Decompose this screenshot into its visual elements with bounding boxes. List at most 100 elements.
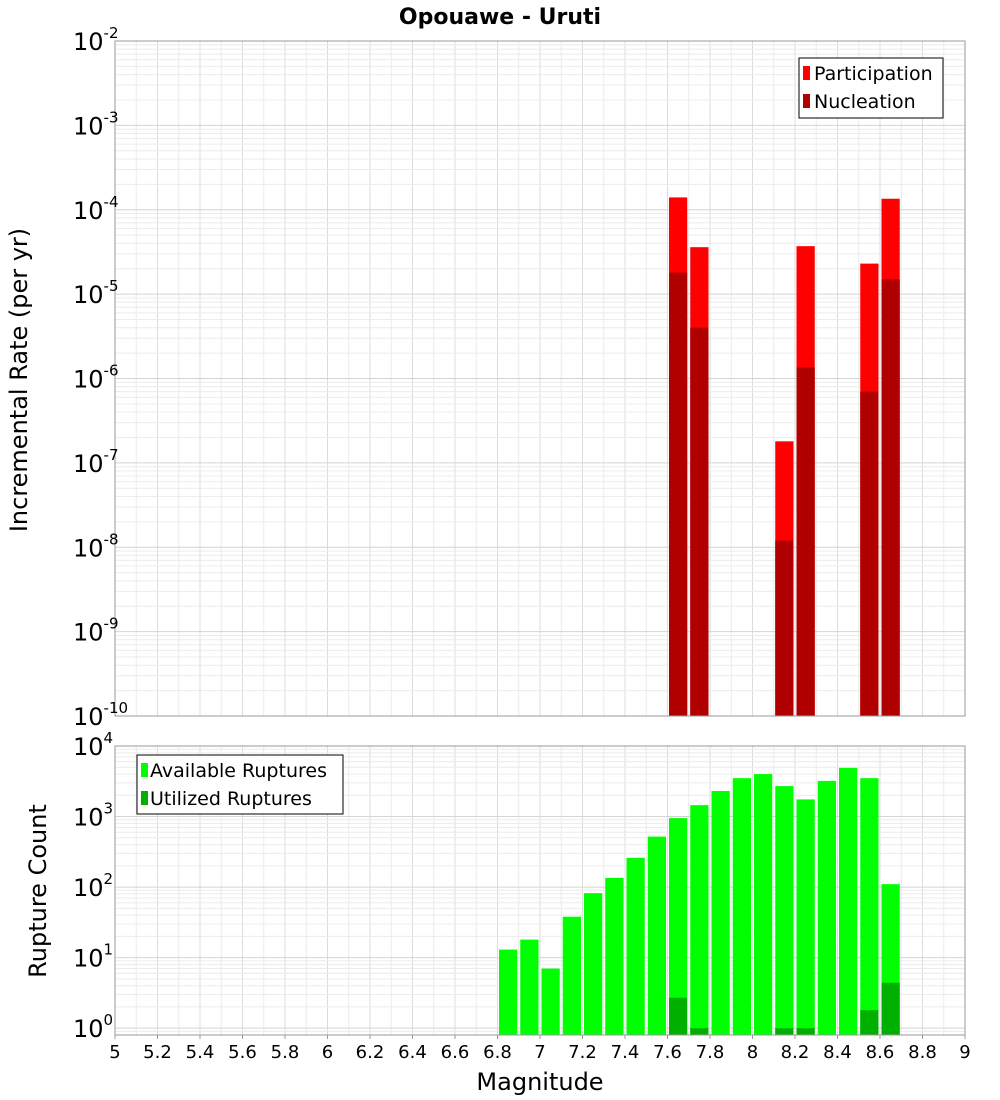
utilized-ruptures-bar: [860, 1010, 879, 1035]
y-tick-label: 102: [73, 870, 113, 902]
x-tick-label: 5.4: [186, 1042, 215, 1063]
y-tick-exponent: 1: [104, 941, 114, 959]
nucleation-bar: [775, 540, 794, 716]
available-ruptures-bar: [584, 893, 603, 1035]
magnitude-x-ticks: 5 5.2 5.4 5.6 5.8 6 6.2 6.4 6.6 6.8 7 7.2 7.4 7.6 7.8 8…: [109, 1035, 971, 1063]
y-tick-label: 10-3: [73, 108, 119, 140]
y-tick-base: 10: [73, 804, 104, 832]
available-ruptures-bar: [754, 774, 773, 1035]
y-tick-exponent: -7: [104, 446, 119, 464]
nucleation-legend-label: Nucleation: [814, 91, 916, 113]
y-tick-label: 10-4: [73, 193, 119, 225]
y-tick-label: 10-5: [73, 277, 119, 309]
x-tick-label: 6.6: [441, 1042, 470, 1063]
available-ruptures-bar: [860, 778, 879, 1035]
rate-plot-frame: [114, 40, 966, 717]
y-tick-label: 103: [73, 800, 113, 832]
nucleation-bar: [881, 279, 900, 716]
y-tick-base: 10: [73, 703, 104, 731]
nucleation-bar: [796, 367, 815, 716]
available-ruptures-bar: [647, 836, 666, 1035]
x-tick-label: 6.2: [356, 1042, 385, 1063]
y-tick-exponent: -5: [104, 277, 119, 295]
available-ruptures-bar: [499, 949, 518, 1035]
y-tick-base: 10: [73, 534, 104, 562]
x-tick-label: 8.2: [781, 1042, 810, 1063]
rate-bars: [669, 197, 900, 717]
utilized-ruptures-bar: [775, 1028, 794, 1035]
nucleation-bar: [669, 272, 688, 716]
y-tick-label: 100: [73, 1011, 113, 1043]
utilized-ruptures-bar: [669, 997, 688, 1035]
y-tick-exponent: -2: [104, 24, 119, 42]
x-tick-label: 9: [959, 1042, 970, 1063]
x-tick-label: 5: [109, 1042, 120, 1063]
y-tick-label: 10-7: [73, 446, 119, 478]
y-tick-base: 10: [73, 281, 104, 309]
y-tick-exponent: 2: [104, 870, 114, 888]
count-bars: [499, 767, 900, 1035]
count-y-axis-label: Rupture Count: [24, 804, 52, 978]
y-tick-label: 10-8: [73, 530, 119, 562]
available-ruptures-bar: [817, 780, 836, 1035]
y-tick-exponent: 0: [104, 1011, 114, 1029]
x-tick-label: 8.4: [823, 1042, 852, 1063]
x-tick-label: 6.8: [483, 1042, 512, 1063]
rate-legend: Participation Nucleation: [798, 57, 944, 119]
available-ruptures-bar: [796, 799, 815, 1035]
utilized-legend-label: Utilized Ruptures: [150, 788, 312, 810]
available-ruptures-bar: [839, 767, 858, 1035]
y-tick-label: 10-6: [73, 362, 119, 394]
nucleation-bar: [690, 327, 709, 716]
available-ruptures-bar: [775, 786, 794, 1035]
y-tick-base: 10: [73, 366, 104, 394]
utilized-legend-swatch: [141, 791, 148, 805]
y-tick-base: 10: [73, 874, 104, 902]
available-ruptures-bar: [711, 791, 730, 1035]
y-tick-base: 10: [73, 619, 104, 647]
available-ruptures-bar: [562, 916, 581, 1035]
y-tick-label: 10-2: [73, 24, 119, 56]
x-tick-label: 8: [747, 1042, 758, 1063]
x-tick-label: 7.6: [653, 1042, 682, 1063]
available-ruptures-bar: [732, 778, 751, 1035]
x-tick-label: 8.6: [866, 1042, 895, 1063]
x-tick-label: 5.8: [271, 1042, 300, 1063]
participation-legend-swatch: [803, 66, 810, 80]
rate-panel: Opouawe - Uruti 10-1010-910-810-710-610-…: [5, 5, 966, 731]
y-tick-exponent: -6: [104, 362, 119, 380]
rate-legend-box: [798, 57, 944, 119]
x-tick-label: 7.2: [568, 1042, 597, 1063]
chart-title: Opouawe - Uruti: [399, 5, 601, 30]
y-tick-exponent: -4: [104, 193, 119, 211]
y-tick-base: 10: [73, 1015, 104, 1043]
available-ruptures-bar: [541, 968, 560, 1035]
x-axis-label: Magnitude: [476, 1068, 603, 1096]
utilized-ruptures-bar: [690, 1028, 709, 1035]
y-tick-exponent: -3: [104, 108, 119, 126]
count-legend: Available Ruptures Utilized Ruptures: [136, 754, 344, 815]
y-tick-exponent: -8: [104, 530, 119, 548]
rate-y-axis-label: Incremental Rate (per yr): [5, 228, 33, 532]
x-tick-label: 6.4: [398, 1042, 427, 1063]
available-ruptures-bar: [605, 877, 624, 1035]
y-tick-exponent: 4: [104, 729, 114, 747]
x-tick-label: 8.8: [908, 1042, 937, 1063]
x-tick-label: 6: [322, 1042, 333, 1063]
y-tick-base: 10: [73, 733, 104, 761]
y-tick-exponent: -9: [104, 615, 119, 633]
rate-grid: [114, 40, 966, 717]
utilized-ruptures-bar: [796, 1028, 815, 1035]
available-ruptures-bar: [626, 857, 645, 1035]
utilized-ruptures-bar: [881, 982, 900, 1035]
y-tick-exponent: -10: [104, 699, 129, 717]
x-tick-label: 5.6: [228, 1042, 257, 1063]
available-ruptures-bar: [690, 805, 709, 1035]
available-ruptures-bar: [520, 939, 539, 1035]
x-tick-label: 5.2: [143, 1042, 172, 1063]
nucleation-bar: [860, 391, 879, 716]
available-ruptures-bar: [669, 818, 688, 1035]
